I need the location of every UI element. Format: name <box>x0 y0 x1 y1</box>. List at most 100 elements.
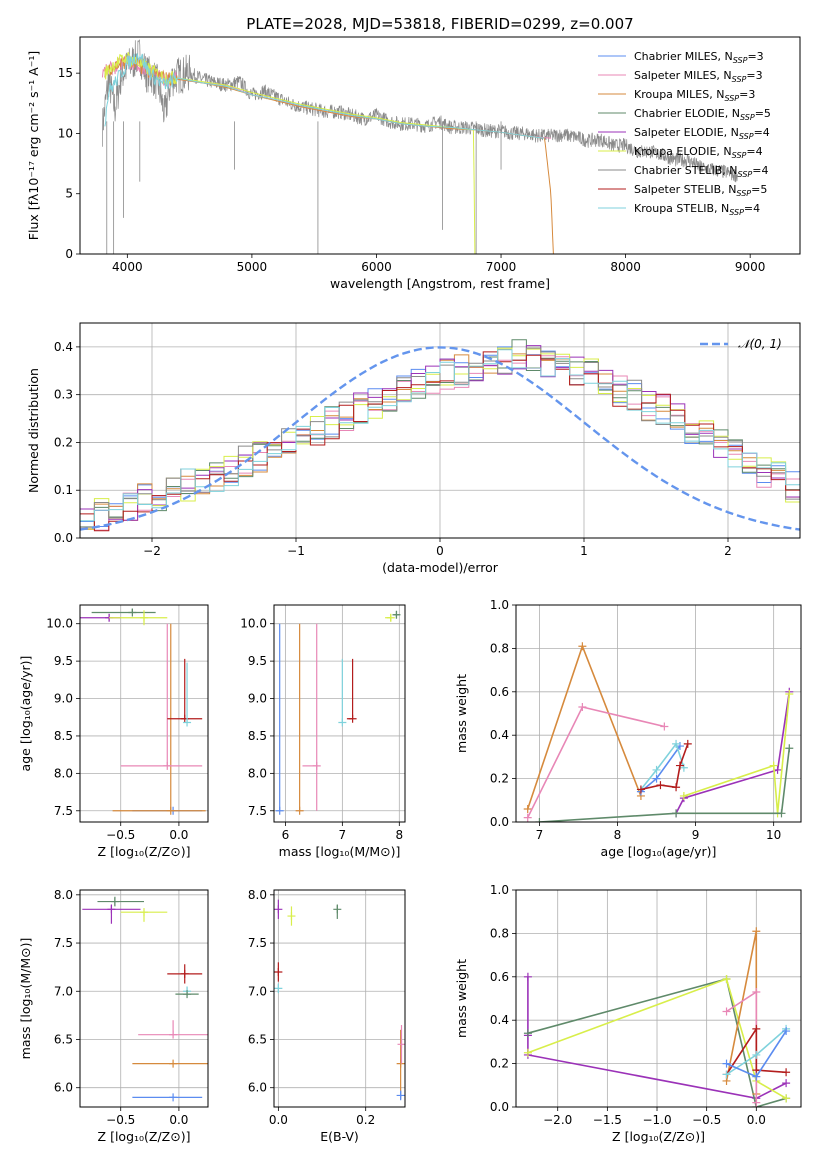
y-axis-label: mass weight <box>454 959 469 1038</box>
axes-residuals: −2 −1 0 1 2 0.0 0.1 0.2 0.3 0.4 (data-model)/error… <box>26 322 801 575</box>
legend-entry: Salpeter ELODIE, NSSP=4 <box>634 126 770 141</box>
y-axis-label: Normed distribution <box>26 368 41 493</box>
plot-area-weight-vs-age <box>523 642 794 822</box>
y-tick-label: 0.2 <box>490 1057 509 1071</box>
weight-point <box>578 702 587 711</box>
weight-point <box>652 765 661 774</box>
x-axis-label: (data-model)/error <box>382 560 499 575</box>
x-tick-label: −2 <box>143 544 161 558</box>
x-tick-label: −1.0 <box>642 1113 671 1127</box>
y-axis-label: age [log₁₀(age/yr)] <box>18 656 33 772</box>
y-tick-label: 8.0 <box>248 766 267 780</box>
weight-point <box>523 813 532 822</box>
x-tick-label: 2 <box>724 544 732 558</box>
weight-point <box>535 818 544 822</box>
x-tick-label: 0 <box>436 544 444 558</box>
data-point <box>110 897 119 906</box>
weight-point <box>785 689 794 698</box>
axes-frame <box>79 322 801 539</box>
axes-spectrum: 4000 5000 6000 7000 8000 9000 0 5 10 15 wavelength… <box>26 36 801 291</box>
weight-line <box>725 1026 787 1075</box>
x-axis-label: mass [log₁₀(M/M⊙)] <box>279 844 401 859</box>
weight-point <box>683 739 692 748</box>
axes-age-vs-mass: 6 7 8 7.5 8.0 8.5 9.0 9.5 10.0 mass [log₁₀(M/M⊙)] <box>240 604 406 859</box>
x-tick-label: −1.5 <box>593 1113 622 1127</box>
weight-point <box>752 987 761 996</box>
x-tick-label: −0.5 <box>106 1113 135 1127</box>
gaussian-curve <box>80 346 800 531</box>
x-tick-label: 1 <box>580 544 588 558</box>
y-tick-label: 5 <box>65 187 73 201</box>
x-tick-label: 0.0 <box>747 1113 766 1127</box>
x-tick-label: 7 <box>536 828 544 842</box>
x-tick-label: 0.0 <box>169 1113 188 1127</box>
x-axis-label: Z [log₁₀(Z/Z⊙)] <box>612 1129 705 1144</box>
x-tick-label: 0.0 <box>169 828 188 842</box>
axes-frame <box>79 889 209 1108</box>
x-axis-label: Z [log₁₀(Z/Z⊙)] <box>98 1129 191 1144</box>
histogram-step <box>80 347 800 528</box>
y-tick-label: 15 <box>58 66 73 80</box>
weight-point <box>782 1094 791 1103</box>
histogram-step <box>80 349 800 522</box>
histogram-step <box>80 339 800 528</box>
data-point <box>386 613 395 622</box>
weight-point <box>672 809 681 818</box>
weight-line <box>526 706 665 819</box>
legend-entry: Chabrier MILES, NSSP=3 <box>634 50 764 65</box>
legend-entry: Kroupa STELIB, NSSP=4 <box>634 202 760 217</box>
figure-title: PLATE=2028, MJD=53818, FIBERID=0299, z=0… <box>246 15 633 33</box>
weight-point <box>578 642 587 651</box>
x-tick-label: −0.5 <box>106 828 135 842</box>
data-point <box>169 1059 178 1068</box>
weight-point <box>777 809 786 818</box>
data-point <box>397 1040 405 1049</box>
weight-point <box>523 804 532 813</box>
weight-point <box>722 974 731 983</box>
x-tick-label: 0.0 <box>269 1113 288 1127</box>
weight-point <box>752 1072 761 1081</box>
data-point <box>392 610 401 619</box>
data-point <box>333 905 342 914</box>
x-tick-label: 4000 <box>112 260 143 274</box>
y-tick-label: 0.8 <box>490 926 509 940</box>
weight-point <box>722 1007 731 1016</box>
y-tick-label: 8.0 <box>248 888 267 902</box>
legend-entry: Chabrier ELODIE, NSSP=5 <box>634 107 771 122</box>
y-tick-label: 10.0 <box>240 617 267 631</box>
data-point <box>396 1091 405 1100</box>
weight-point <box>523 972 532 981</box>
legend-entry: Kroupa MILES, NSSP=3 <box>634 88 755 103</box>
data-point <box>107 905 116 914</box>
x-tick-label: 0.2 <box>356 1113 375 1127</box>
data-point <box>140 908 148 917</box>
y-tick-label: 0 <box>65 247 73 261</box>
weight-point <box>773 765 782 774</box>
histogram-step <box>80 351 800 532</box>
y-tick-label: 8.0 <box>54 766 73 780</box>
y-tick-label: 6.0 <box>248 1081 267 1095</box>
y-tick-label: 7.5 <box>248 936 267 950</box>
plot-area-weight-vs-Z <box>523 927 791 1107</box>
y-tick-label: 9.0 <box>248 692 267 706</box>
axes-mass-vs-EBV: 0.0 0.2 6.0 6.5 7.0 7.5 8.0 E(B-V) <box>248 888 406 1144</box>
data-point <box>169 1030 178 1039</box>
x-tick-label: 10 <box>766 828 781 842</box>
weight-line <box>527 977 787 1099</box>
weight-point <box>752 927 761 936</box>
y-tick-label: 6.5 <box>248 1032 267 1046</box>
x-tick-label: 6000 <box>361 260 392 274</box>
plot-area-age-vs-mass <box>275 610 401 815</box>
y-tick-label: 6.5 <box>54 1032 73 1046</box>
x-tick-label: 9000 <box>735 260 766 274</box>
axes-frame <box>273 604 406 823</box>
data-point <box>396 1059 405 1068</box>
data-point <box>312 761 321 770</box>
y-tick-label: 7.0 <box>54 984 73 998</box>
y-tick-label: 0.3 <box>54 388 73 402</box>
y-tick-label: 9.5 <box>54 654 73 668</box>
y-tick-label: 10 <box>58 126 73 140</box>
data-point <box>166 806 175 815</box>
spectrum-legend: Chabrier MILES, NSSP=3 Salpeter MILES, NS… <box>598 50 771 217</box>
